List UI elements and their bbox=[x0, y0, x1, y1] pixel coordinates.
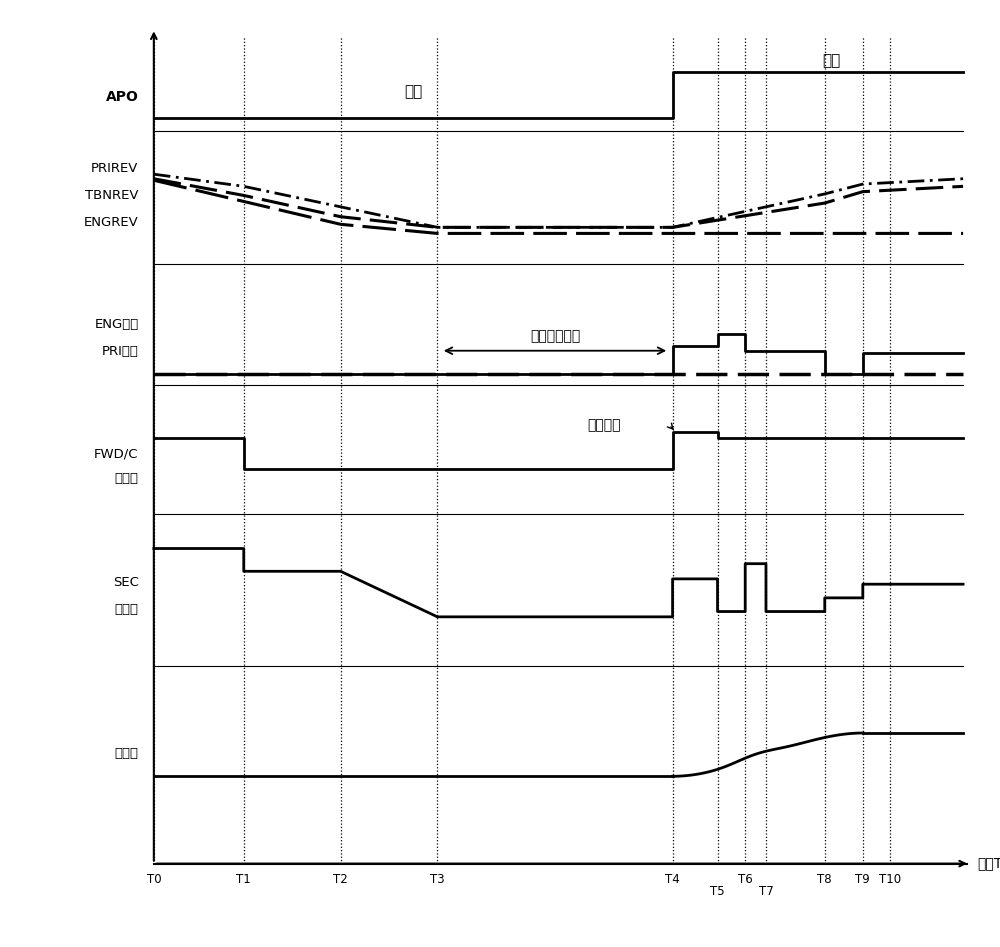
Text: SEC: SEC bbox=[113, 576, 139, 589]
Text: 航行停止状态: 航行停止状态 bbox=[530, 330, 580, 343]
Text: 时间T: 时间T bbox=[977, 857, 1000, 870]
Text: 断开: 断开 bbox=[404, 84, 422, 98]
Text: 预充压一: 预充压一 bbox=[587, 418, 621, 432]
Text: PRI扭矩: PRI扭矩 bbox=[102, 345, 139, 358]
Text: T7: T7 bbox=[759, 884, 773, 898]
Text: ENGREV: ENGREV bbox=[84, 216, 139, 228]
Text: T0: T0 bbox=[147, 873, 161, 885]
Text: T3: T3 bbox=[430, 873, 445, 885]
Text: PRIREV: PRIREV bbox=[91, 162, 139, 175]
Text: 指示压: 指示压 bbox=[115, 602, 139, 616]
Text: ENG扭矩: ENG扭矩 bbox=[94, 318, 139, 331]
Text: 指示压: 指示压 bbox=[115, 473, 139, 485]
Text: T8: T8 bbox=[817, 873, 832, 885]
Text: T9: T9 bbox=[855, 873, 870, 885]
Text: 变速比: 变速比 bbox=[115, 747, 139, 760]
Text: T10: T10 bbox=[879, 873, 902, 885]
Text: T6: T6 bbox=[738, 873, 753, 885]
Text: T1: T1 bbox=[236, 873, 251, 885]
Text: 接通: 接通 bbox=[823, 53, 841, 68]
Text: T2: T2 bbox=[333, 873, 348, 885]
Text: APO: APO bbox=[106, 90, 139, 104]
Text: T4: T4 bbox=[665, 873, 680, 885]
Text: TBNREV: TBNREV bbox=[85, 189, 139, 202]
Text: T5: T5 bbox=[710, 884, 725, 898]
Text: FWD/C: FWD/C bbox=[94, 447, 139, 460]
